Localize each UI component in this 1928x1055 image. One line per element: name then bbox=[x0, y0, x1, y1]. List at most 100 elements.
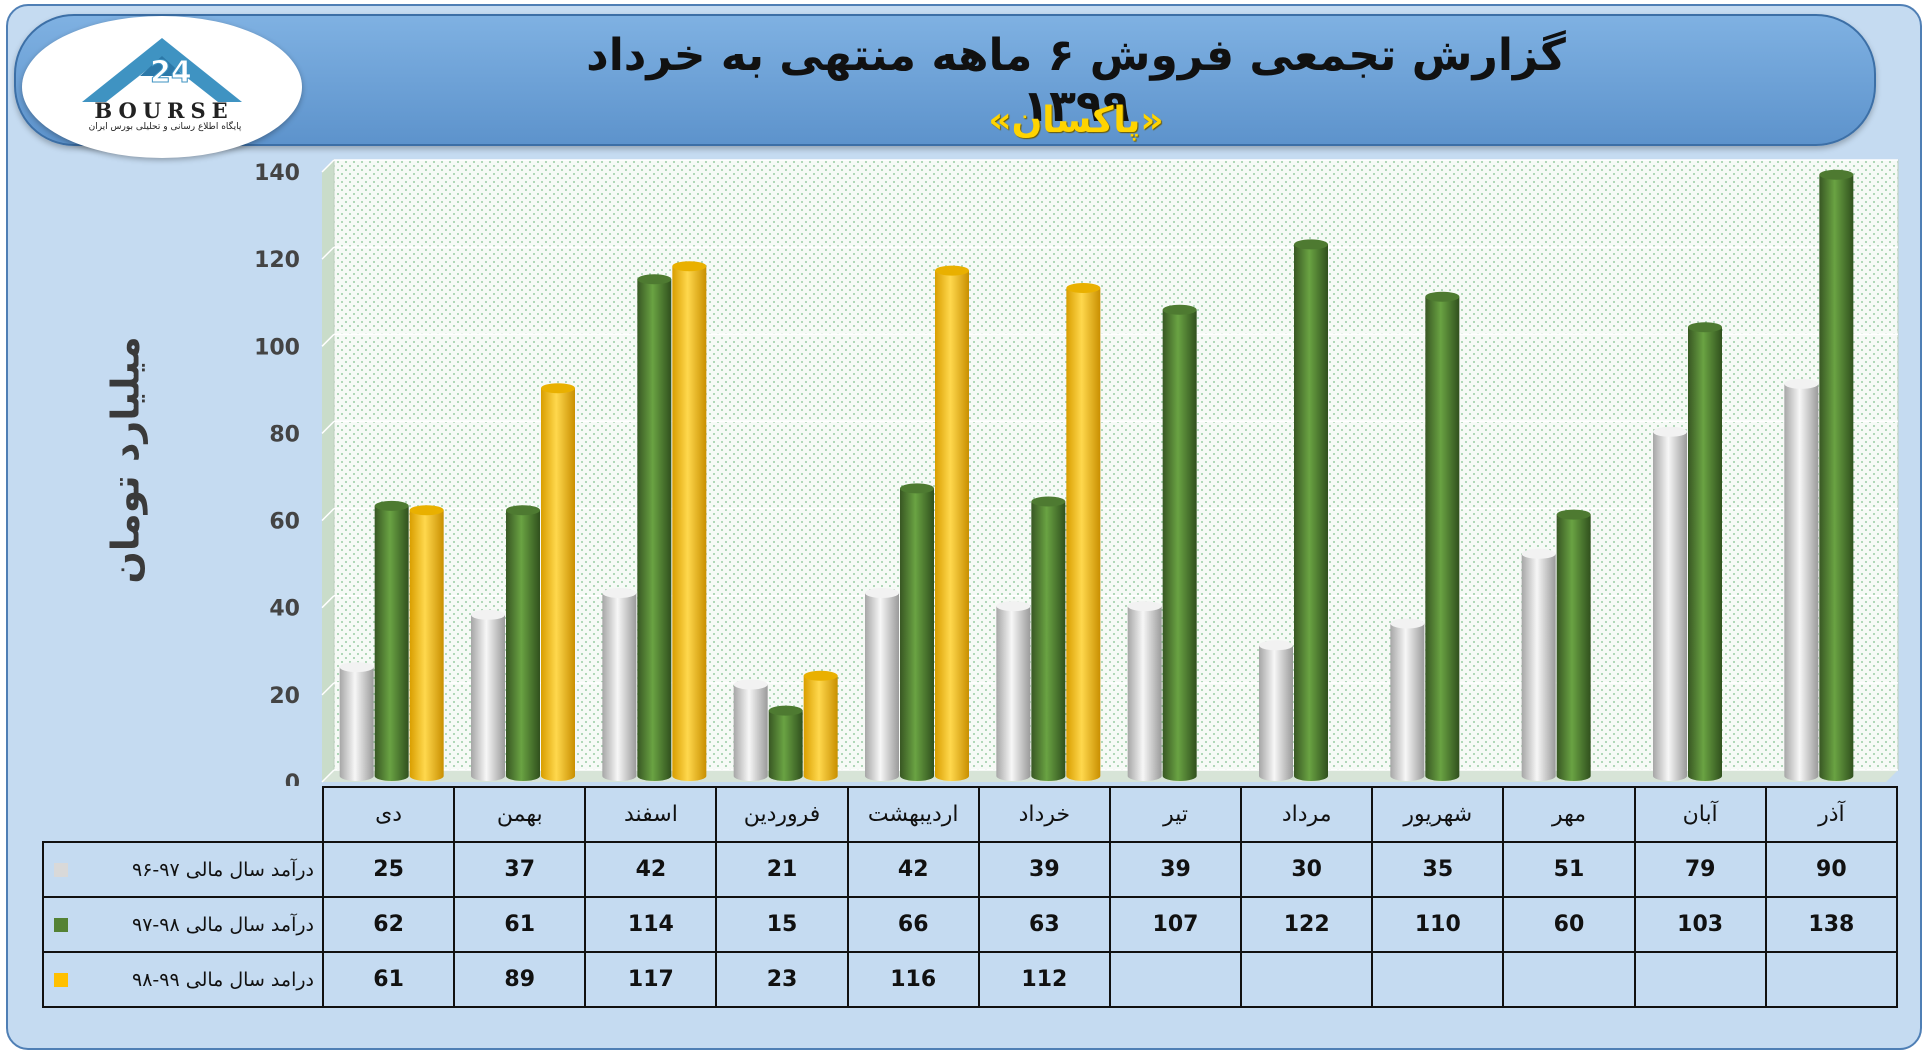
table-header-cell: دی bbox=[321, 786, 456, 843]
bar-top bbox=[1784, 378, 1819, 389]
y-tick-label: 0 bbox=[285, 771, 300, 790]
bar-top bbox=[602, 588, 637, 598]
bar bbox=[506, 505, 540, 781]
y-tick-label: 80 bbox=[269, 422, 300, 447]
table-cell: 138 bbox=[1764, 896, 1899, 953]
table-corner bbox=[43, 787, 324, 843]
gridline-side bbox=[321, 682, 335, 696]
table-cell: 114 bbox=[584, 896, 718, 953]
y-axis-ticks: 0 20 40 60 80 100 120 140 bbox=[254, 161, 300, 790]
y-tick-label: 60 bbox=[269, 510, 300, 535]
table-row: درامد سال مالی ۹۹-۹۸ 61 89 117 23 116 112 bbox=[42, 951, 1899, 1008]
legend-entry: درآمد سال مالی ۹۸-۹۷ bbox=[42, 896, 324, 953]
bar-top bbox=[471, 609, 505, 620]
bar-body bbox=[602, 593, 637, 781]
bar-top bbox=[409, 505, 444, 516]
legend-label: درامد سال مالی ۹۹-۹۸ bbox=[132, 968, 314, 991]
legend-swatch bbox=[54, 862, 68, 877]
logo-text: BOURSE bbox=[94, 98, 234, 123]
bar-body bbox=[1653, 431, 1687, 781]
bar-body bbox=[541, 388, 575, 781]
table-cell: 39 bbox=[1108, 841, 1243, 898]
bar-body bbox=[1390, 623, 1425, 781]
gridline-side bbox=[321, 508, 335, 522]
gridline-side bbox=[321, 246, 335, 260]
table-header-cell: اردیبهشت bbox=[846, 786, 980, 843]
bar bbox=[865, 588, 899, 781]
table-cell: 42 bbox=[846, 841, 980, 898]
gridline-side bbox=[321, 420, 335, 434]
bar-body bbox=[996, 606, 1031, 781]
y-tick-label: 100 bbox=[254, 335, 300, 360]
table-cell: 21 bbox=[715, 841, 849, 898]
table-cell bbox=[1371, 951, 1505, 1008]
table-cell bbox=[1502, 951, 1636, 1008]
bar-body bbox=[803, 675, 838, 781]
table-header-cell: مهر bbox=[1502, 786, 1636, 843]
bar bbox=[803, 670, 838, 781]
gridline-side bbox=[321, 595, 335, 609]
bar bbox=[1031, 496, 1066, 781]
y-tick-label: 40 bbox=[269, 597, 300, 622]
bar bbox=[1653, 426, 1687, 781]
table-cell: 107 bbox=[1108, 896, 1243, 953]
table-row: درآمد سال مالی ۹۸-۹۷ 62 61 114 15 66 63 107 122 1… bbox=[42, 896, 1899, 953]
bar bbox=[1127, 601, 1162, 781]
data-table: دی بهمن اسفند فروردین اردیبهشت خرداد تیر مرداد ش… bbox=[42, 786, 1899, 1008]
table-cell: 116 bbox=[846, 951, 980, 1008]
bar-top bbox=[900, 483, 934, 494]
bar-top bbox=[1521, 548, 1556, 559]
table-cell: 37 bbox=[453, 841, 587, 898]
bar bbox=[900, 483, 934, 781]
table-cell: 89 bbox=[453, 951, 587, 1008]
bar-body bbox=[1556, 514, 1591, 781]
bar-top bbox=[1819, 169, 1854, 180]
bar-top bbox=[1390, 618, 1425, 629]
legend-entry: درامد سال مالی ۹۹-۹۸ bbox=[42, 951, 324, 1008]
gridline-side bbox=[321, 333, 335, 347]
plot-back-wall bbox=[333, 159, 1899, 771]
table-header-cell: تیر bbox=[1108, 786, 1243, 843]
table-header-cell: آبان bbox=[1633, 786, 1767, 843]
bar-body bbox=[409, 510, 444, 781]
bar-top bbox=[733, 679, 768, 690]
table-cell: 42 bbox=[584, 841, 718, 898]
table-cell bbox=[1108, 951, 1243, 1008]
table-cell: 60 bbox=[1502, 896, 1636, 953]
bar bbox=[1294, 239, 1328, 781]
bar-top bbox=[768, 705, 803, 716]
bar-body bbox=[1294, 244, 1328, 781]
bar-top bbox=[1425, 291, 1460, 302]
bar-body bbox=[1066, 288, 1101, 781]
table-cell: 79 bbox=[1633, 841, 1767, 898]
bar bbox=[768, 705, 803, 781]
gridlines bbox=[321, 159, 1898, 783]
table-row: درآمد سال مالی ۹۷-۹۶ 25 37 42 21 42 39 39 30 35 51… bbox=[42, 841, 1899, 898]
table-cell: 117 bbox=[584, 951, 718, 1008]
table-header-cell: شهریور bbox=[1371, 786, 1505, 843]
table-cell bbox=[1240, 951, 1374, 1008]
table-cell: 61 bbox=[453, 896, 587, 953]
bar-top bbox=[339, 662, 374, 673]
y-tick-label: 20 bbox=[269, 684, 300, 709]
table-header-cell: آذر bbox=[1764, 786, 1899, 843]
bar-body bbox=[1819, 174, 1854, 781]
gridline-side bbox=[321, 769, 335, 783]
legend-entry: درآمد سال مالی ۹۷-۹۶ bbox=[42, 841, 324, 898]
bar bbox=[1162, 304, 1197, 781]
bar bbox=[374, 500, 409, 781]
bar bbox=[637, 274, 672, 781]
bar bbox=[935, 265, 969, 781]
bar-body bbox=[1259, 645, 1293, 781]
table-cell: 15 bbox=[715, 896, 849, 953]
bar-top bbox=[996, 601, 1031, 612]
table-header-cell: بهمن bbox=[453, 786, 587, 843]
legend-label: درآمد سال مالی ۹۸-۹۷ bbox=[132, 913, 314, 936]
bar bbox=[471, 609, 505, 781]
bar-top bbox=[672, 261, 707, 272]
plot-area bbox=[322, 159, 1899, 782]
bar bbox=[339, 662, 374, 781]
bar-body bbox=[1521, 553, 1556, 781]
bar-body bbox=[637, 279, 672, 781]
bar-body bbox=[1162, 309, 1197, 781]
